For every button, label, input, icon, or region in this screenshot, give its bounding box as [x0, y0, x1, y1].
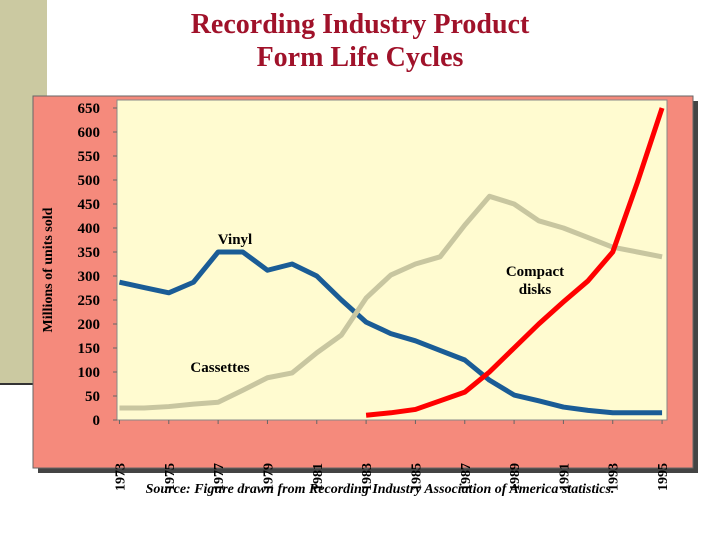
y-tick-label: 200 — [78, 317, 101, 333]
annotation: Cassettes — [190, 360, 250, 376]
y-tick-label: 150 — [78, 341, 101, 357]
x-tick-label: 1993 — [607, 463, 622, 491]
series-line — [365, 107, 665, 418]
x-tick-label: 1987 — [459, 463, 474, 491]
x-tick-label: 1981 — [311, 463, 326, 491]
y-axis-label: Millions of units sold — [41, 207, 56, 332]
y-tick-label: 0 — [93, 413, 101, 429]
y-tick-label: 500 — [78, 173, 101, 189]
y-tick-label: 100 — [78, 365, 101, 381]
y-tick-label: 350 — [78, 245, 101, 261]
x-tick-label: 1983 — [360, 463, 375, 491]
y-tick-label: 450 — [78, 197, 101, 213]
chart-title: Recording Industry Product Form Life Cyc… — [190, 9, 530, 73]
source-note: Source: Figure drawn from Recording Indu… — [145, 482, 615, 497]
annotation: Compact disks — [505, 264, 565, 298]
y-tick-label: 550 — [78, 149, 101, 165]
x-tick-label: 1985 — [409, 463, 424, 491]
x-tick-label: 1973 — [113, 463, 128, 491]
y-tick-label: 250 — [78, 293, 101, 309]
y-tick-label: 300 — [78, 269, 101, 285]
series-line — [118, 249, 663, 416]
series-line — [119, 193, 663, 411]
x-tick-label: 1995 — [656, 463, 671, 491]
y-tick-label: 600 — [78, 125, 101, 141]
y-tick-label: 50 — [85, 389, 100, 405]
x-tick-label: 1977 — [212, 463, 227, 491]
x-tick-label: 1989 — [508, 463, 523, 491]
y-tick-label: 650 — [78, 101, 101, 117]
x-tick-label: 1979 — [261, 463, 276, 491]
x-tick-label: 1975 — [163, 463, 178, 491]
x-tick-label: 1991 — [557, 463, 572, 491]
annotation: Vinyl — [217, 232, 253, 248]
y-tick-label: 400 — [78, 221, 101, 237]
